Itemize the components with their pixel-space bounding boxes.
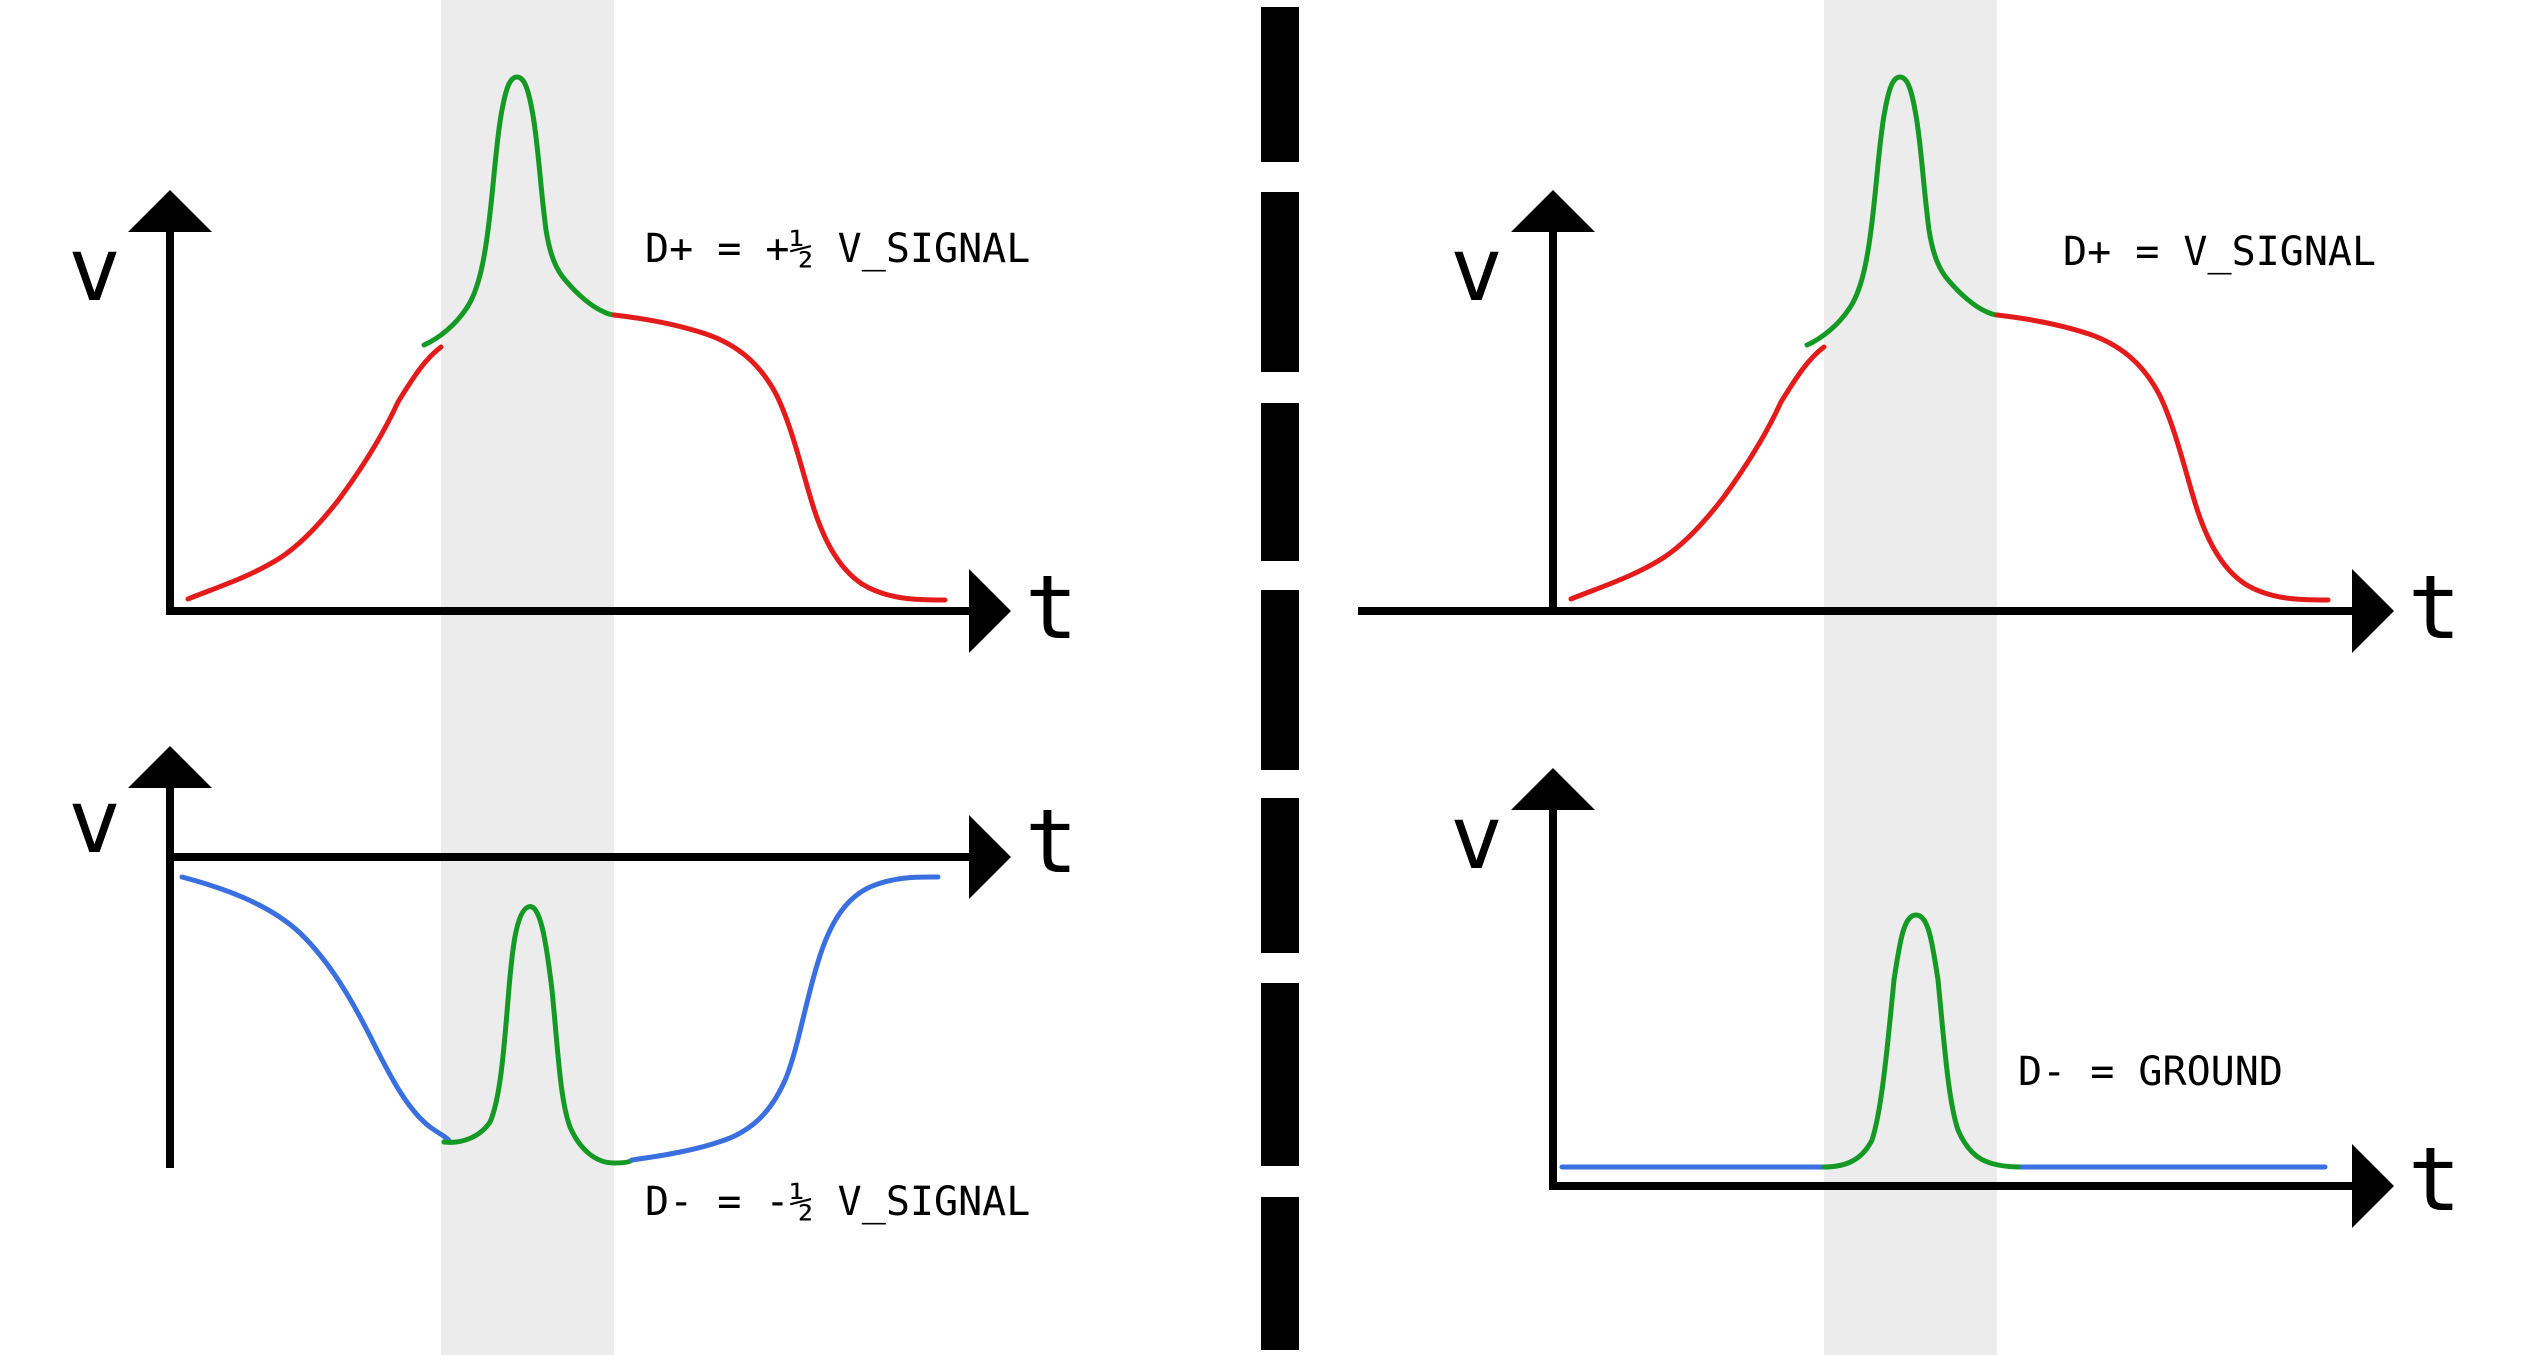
d-plus-signal-curve-fall xyxy=(1994,312,2331,603)
x-axis-arrow-icon xyxy=(2352,569,2394,653)
y-axis-arrow-icon xyxy=(128,746,212,788)
x-axis-arrow-icon xyxy=(969,815,1011,899)
equation-label: D+ = V_SIGNAL xyxy=(2063,229,2376,275)
y-axis-label: v xyxy=(1450,218,1503,321)
equation-label: D+ = +½ V_SIGNAL xyxy=(645,226,1030,272)
x-axis-arrow-icon xyxy=(2352,1144,2394,1228)
divider-dash xyxy=(1261,590,1299,770)
x-axis xyxy=(1358,569,2394,653)
divider-dash xyxy=(1261,403,1299,561)
divider-dash xyxy=(1261,983,1299,1166)
y-axis xyxy=(128,190,212,615)
panel-top-left: v t D+ = +½ V_SIGNAL xyxy=(68,74,1078,659)
d-plus-signal-curve-fall xyxy=(611,312,948,603)
highlight-band-left xyxy=(441,0,614,1355)
y-axis xyxy=(128,746,212,1168)
x-axis-label: t xyxy=(2408,1128,2461,1231)
d-plus-signal-curve-rise xyxy=(1568,344,1827,602)
x-axis-label: t xyxy=(1025,790,1078,893)
divider-dash xyxy=(1261,7,1299,162)
x-axis xyxy=(1549,1144,2394,1228)
y-axis-arrow-icon xyxy=(128,190,212,232)
equation-label: D- = GROUND xyxy=(2018,1049,2283,1095)
y-axis-label: v xyxy=(68,218,121,321)
y-axis-label: v xyxy=(68,770,121,873)
panel-bottom-left: v t D- = -½ V_SIGNAL xyxy=(68,746,1078,1225)
divider-dash xyxy=(1261,1197,1299,1350)
highlight-band-right xyxy=(1824,0,1997,1355)
x-axis-label: t xyxy=(1025,556,1078,659)
equation-label: D- = -½ V_SIGNAL xyxy=(645,1179,1030,1225)
noise-spike-curve xyxy=(1804,74,2001,348)
noise-spike-curve xyxy=(421,74,618,348)
y-axis-arrow-icon xyxy=(1511,190,1595,232)
y-axis xyxy=(1511,190,1595,615)
x-axis xyxy=(166,815,1011,899)
x-axis xyxy=(166,569,1011,653)
divider-dash xyxy=(1261,192,1299,372)
d-plus-signal-curve-rise xyxy=(185,344,444,602)
x-axis-arrow-icon xyxy=(969,569,1011,653)
noise-spike-curve xyxy=(441,904,635,1166)
d-minus-signal-curve-fall xyxy=(179,874,452,1145)
noise-spike-curve xyxy=(1821,912,2025,1170)
panel-bottom-right: v t D- = GROUND xyxy=(1450,768,2461,1231)
d-minus-signal-curve-rise xyxy=(629,874,941,1163)
y-axis-label: v xyxy=(1450,786,1503,889)
panel-top-right: v t D+ = V_SIGNAL xyxy=(1358,74,2461,659)
y-axis xyxy=(1511,768,1595,1190)
divider-dash xyxy=(1261,798,1299,953)
divider-dashed-line xyxy=(1261,7,1299,1350)
x-axis-label: t xyxy=(2408,556,2461,659)
y-axis-arrow-icon xyxy=(1511,768,1595,810)
